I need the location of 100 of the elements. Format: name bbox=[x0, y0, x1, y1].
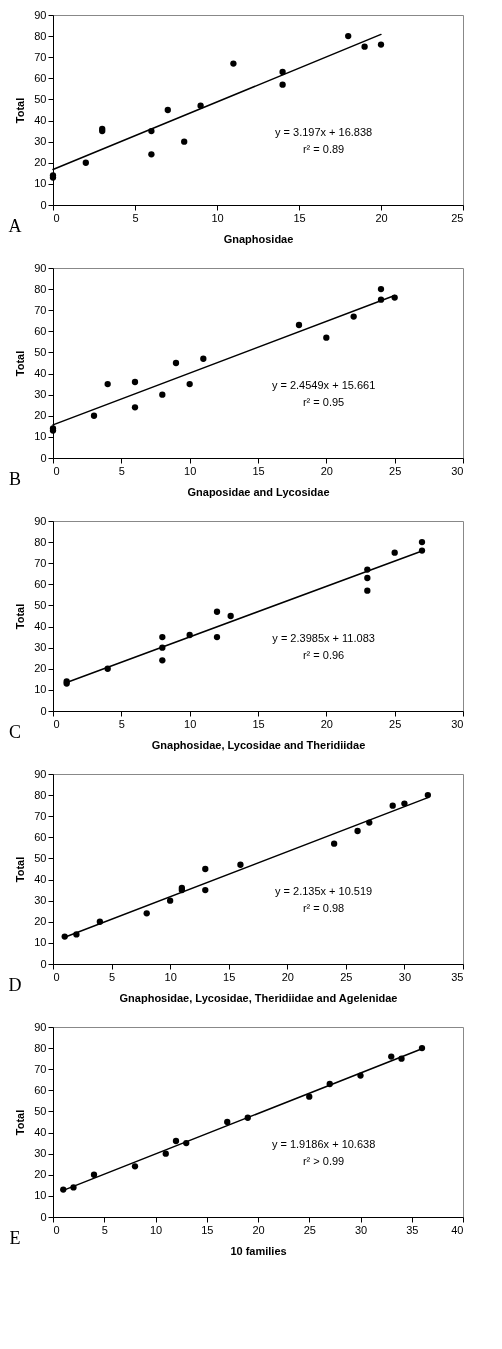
x-tick-label: 20 bbox=[320, 464, 333, 477]
y-tick-label: 40 bbox=[34, 367, 47, 380]
x-tick-label: 5 bbox=[132, 211, 139, 224]
x-tick-label: 15 bbox=[201, 1223, 214, 1236]
x-tick-label: 10 bbox=[211, 211, 224, 224]
annotation: y = 2.4549x + 15.661 bbox=[271, 378, 376, 391]
y-tick-label: 80 bbox=[34, 535, 47, 548]
x-tick-label: 10 bbox=[149, 1223, 163, 1236]
y-tick-label: 40 bbox=[34, 114, 47, 127]
y-tick-label: 80 bbox=[34, 29, 47, 42]
x-axis-title: Gnaphosidae bbox=[223, 232, 294, 245]
y-tick-label: 0 bbox=[40, 198, 47, 211]
x-tick-label: 35 bbox=[451, 970, 464, 983]
y-tick-label: 0 bbox=[40, 451, 47, 464]
annotation: r² = 0.89 bbox=[302, 142, 345, 155]
annotation: y = 2.135x + 10.519 bbox=[274, 884, 373, 897]
y-tick-label: 90 bbox=[34, 767, 47, 780]
y-axis-title: Total bbox=[14, 603, 27, 630]
y-tick-label: 20 bbox=[34, 662, 47, 675]
y-tick-label: 10 bbox=[34, 177, 47, 190]
x-tick-label: 20 bbox=[281, 970, 294, 983]
y-tick-label: 60 bbox=[34, 71, 47, 84]
y-tick-label: 0 bbox=[40, 957, 47, 970]
x-tick-label: 0 bbox=[53, 717, 60, 730]
y-tick-label: 20 bbox=[34, 915, 47, 928]
x-axis-title: Gnaphosidae, Lycosidae, Theridiidae and Agelenidae bbox=[119, 991, 398, 1004]
x-tick-label: 20 bbox=[375, 211, 388, 224]
y-tick-label: 40 bbox=[34, 873, 47, 886]
y-tick-label: 60 bbox=[34, 577, 47, 590]
x-tick-label: 25 bbox=[389, 464, 402, 477]
x-tick-label: 30 bbox=[398, 970, 412, 983]
y-tick-label: 60 bbox=[34, 830, 47, 843]
text: B bbox=[8, 469, 22, 489]
text: A bbox=[8, 216, 22, 236]
x-tick-label: 5 bbox=[109, 970, 116, 983]
x-tick-label: 30 bbox=[354, 1223, 368, 1236]
x-tick-label: 0 bbox=[53, 464, 60, 477]
y-tick-label: 20 bbox=[34, 409, 47, 422]
y-tick-label: 30 bbox=[34, 135, 47, 148]
x-tick-label: 5 bbox=[118, 717, 125, 730]
y-tick-label: 60 bbox=[34, 1083, 47, 1096]
x-tick-label: 35 bbox=[406, 1223, 419, 1236]
y-tick-label: 90 bbox=[34, 8, 47, 21]
y-tick-label: 10 bbox=[34, 430, 47, 443]
y-tick-label: 0 bbox=[40, 704, 47, 717]
text: D bbox=[8, 975, 22, 995]
x-tick-label: 15 bbox=[223, 970, 236, 983]
x-axis-title: Gnaposidae and Lycosidae bbox=[187, 485, 330, 498]
x-tick-label: 0 bbox=[53, 211, 60, 224]
y-tick-label: 0 bbox=[40, 1210, 47, 1223]
y-tick-label: 80 bbox=[34, 1041, 47, 1054]
y-tick-label: 30 bbox=[34, 641, 47, 654]
x-tick-label: 25 bbox=[451, 211, 464, 224]
x-tick-label: 40 bbox=[451, 1223, 464, 1236]
annotation: y = 2.3985x + 11.083 bbox=[272, 631, 375, 644]
y-tick-label: 50 bbox=[34, 345, 47, 358]
y-tick-label: 50 bbox=[34, 1104, 47, 1117]
x-tick-label: 15 bbox=[293, 211, 306, 224]
x-tick-label: 5 bbox=[101, 1223, 108, 1236]
x-tick-label: 25 bbox=[303, 1223, 316, 1236]
x-tick-label: 30 bbox=[451, 717, 464, 730]
y-tick-label: 90 bbox=[34, 261, 47, 274]
annotation: r² = 0.95 bbox=[302, 395, 345, 408]
y-axis-title: Total bbox=[14, 350, 27, 377]
x-tick-label: 10 bbox=[184, 464, 197, 477]
annotation: r² = 0.98 bbox=[302, 901, 345, 914]
y-tick-label: 60 bbox=[34, 324, 47, 337]
x-tick-label: 10 bbox=[184, 717, 197, 730]
x-tick-label: 20 bbox=[252, 1223, 265, 1236]
y-tick-label: 90 bbox=[34, 514, 47, 527]
y-tick-label: 70 bbox=[34, 1062, 47, 1075]
x-tick-label: 0 bbox=[53, 970, 60, 983]
y-tick-label: 10 bbox=[34, 1189, 47, 1202]
x-axis-title: Gnaphosidae, Lycosidae and Theridiidae bbox=[151, 738, 366, 751]
x-tick-label: 5 bbox=[118, 464, 125, 477]
x-tick-label: 20 bbox=[320, 717, 333, 730]
y-tick-label: 20 bbox=[34, 1168, 47, 1181]
x-tick-label: 15 bbox=[252, 717, 265, 730]
y-tick-label: 30 bbox=[34, 1147, 47, 1160]
y-tick-label: 40 bbox=[34, 620, 47, 633]
x-tick-label: 15 bbox=[252, 464, 265, 477]
y-tick-label: 90 bbox=[34, 1020, 47, 1033]
y-tick-label: 30 bbox=[34, 388, 47, 401]
x-tick-label: 25 bbox=[340, 970, 353, 983]
y-tick-label: 20 bbox=[34, 156, 47, 169]
annotation: r² = 0.96 bbox=[302, 648, 345, 661]
y-tick-label: 80 bbox=[34, 282, 47, 295]
y-tick-label: 70 bbox=[34, 556, 47, 569]
y-axis-title: Total bbox=[14, 1109, 27, 1136]
y-tick-label: 70 bbox=[34, 50, 47, 63]
y-tick-label: 40 bbox=[34, 1126, 47, 1139]
x-tick-label: 30 bbox=[451, 464, 464, 477]
text: E bbox=[9, 1228, 21, 1248]
y-tick-label: 50 bbox=[34, 598, 47, 611]
x-tick-label: 25 bbox=[389, 717, 402, 730]
y-tick-label: 70 bbox=[34, 303, 47, 316]
y-tick-label: 10 bbox=[34, 683, 47, 696]
x-tick-label: 10 bbox=[164, 970, 177, 983]
y-tick-label: 50 bbox=[34, 851, 47, 864]
annotation: y = 1.9186x + 10.638 bbox=[271, 1137, 376, 1150]
